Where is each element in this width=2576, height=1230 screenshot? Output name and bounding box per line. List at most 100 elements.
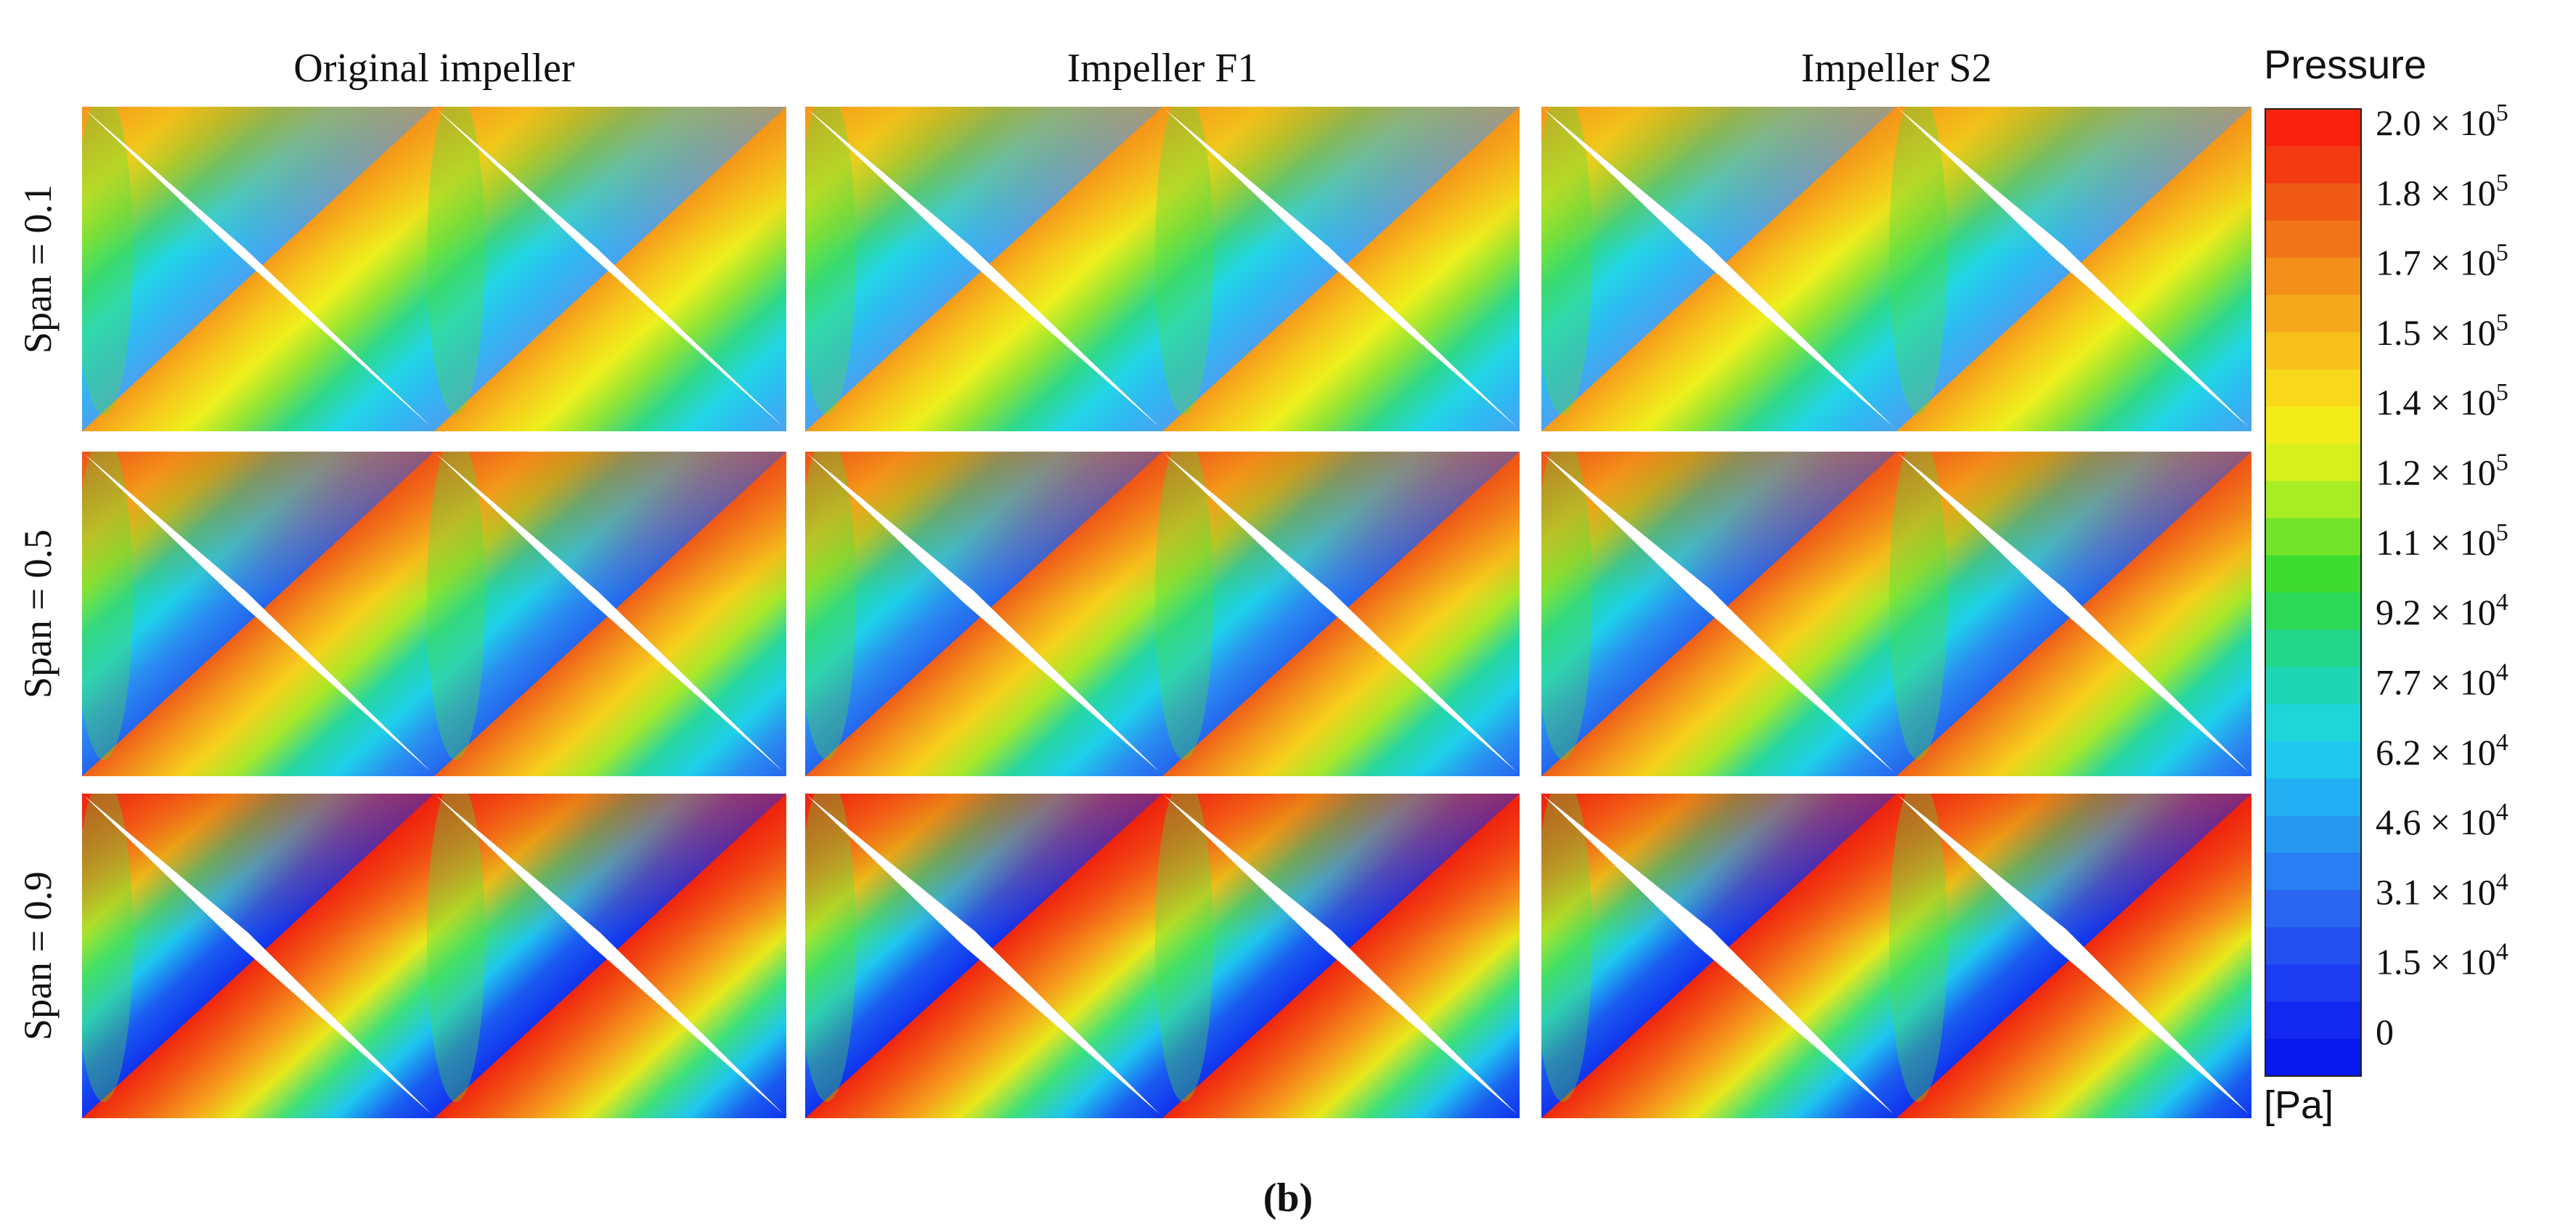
contour-shade	[805, 794, 1520, 1118]
colorbar-tick-label: 4.6 × 104	[2376, 799, 2508, 842]
column-title: Impeller S2	[1801, 46, 1992, 91]
contour-panel	[82, 107, 786, 431]
tick-base: 3.1 × 10	[2376, 871, 2496, 912]
colorbar-tick-label: 9.2 × 104	[2376, 589, 2508, 632]
leading-edge-zone	[82, 107, 133, 415]
leading-edge-zone	[427, 794, 485, 1102]
colorbar-tick-label: 3.1 × 104	[2376, 868, 2508, 912]
blade	[83, 795, 431, 1114]
colorbar-band	[2265, 964, 2361, 1003]
tick-exponent: 5	[2496, 240, 2508, 266]
colorbar-tick-label: 2.0 × 105	[2376, 99, 2508, 143]
colorbar-unit: [Pa]	[2264, 1083, 2334, 1127]
tick-base: 7.7 × 10	[2376, 661, 2496, 702]
tick-base: 1.8 × 10	[2376, 172, 2496, 213]
colorbar-tick-label: 7.7 × 104	[2376, 659, 2508, 702]
blade	[436, 453, 783, 772]
tick-exponent: 4	[2496, 939, 2508, 966]
tick-exponent: 4	[2496, 799, 2508, 826]
blade	[1543, 453, 1894, 772]
blade	[1543, 795, 1894, 1114]
tick-exponent: 5	[2496, 379, 2508, 406]
colorbar-frame	[2265, 108, 2362, 1077]
colorbar-band	[2265, 257, 2361, 296]
leading-edge-zone	[1541, 794, 1592, 1102]
contour-panel	[805, 107, 1520, 431]
colorbar-title: Pressure	[2264, 41, 2426, 87]
contour-shade	[82, 107, 786, 431]
colorbar-band	[2265, 927, 2361, 965]
colorbar-band	[2265, 555, 2361, 593]
contour-panel	[805, 794, 1520, 1118]
contour-panel	[82, 794, 786, 1118]
colorbar-band	[2265, 518, 2361, 556]
leading-edge-zone	[1889, 452, 1947, 760]
contour-shade	[1541, 452, 2251, 776]
row-label: Span = 0.9	[16, 871, 60, 1040]
colorbar-band	[2265, 815, 2361, 854]
colorbar-band	[2265, 592, 2361, 630]
tick-base: 4.6 × 10	[2376, 802, 2496, 842]
contour-shade	[1541, 107, 2251, 431]
colorbar-band	[2265, 667, 2361, 705]
leading-edge-zone	[1155, 794, 1213, 1102]
tick-exponent: 4	[2496, 589, 2508, 616]
contour-panel	[1541, 794, 2251, 1118]
colorbar-tick-label: 1.8 × 105	[2376, 169, 2508, 213]
colorbar-band	[2265, 109, 2361, 147]
contour-shade	[82, 794, 786, 1118]
tick-base: 1.5 × 10	[2376, 312, 2496, 353]
leading-edge-zone	[805, 452, 856, 760]
tick-base: 1.4 × 10	[2376, 382, 2496, 423]
contour-shade	[805, 452, 1520, 776]
contour-shade	[805, 107, 1520, 431]
leading-edge-zone	[1155, 107, 1213, 415]
colorbar-band	[2265, 889, 2361, 928]
tick-base: 6.2 × 10	[2376, 732, 2496, 773]
caption: (b)	[1263, 1176, 1313, 1221]
tick-base: 9.2 × 10	[2376, 592, 2496, 632]
contour-shade	[82, 452, 786, 776]
tick-base: 0	[2376, 1011, 2394, 1052]
colorbar-tick-label: 0	[2376, 1011, 2394, 1052]
colorbar-band	[2265, 778, 2361, 816]
colorbar-band	[2265, 852, 2361, 891]
colorbar-band	[2265, 406, 2361, 444]
tick-exponent: 4	[2496, 729, 2508, 756]
tick-exponent: 5	[2496, 309, 2508, 336]
leading-edge-zone	[805, 794, 856, 1102]
contour-panel	[1541, 452, 2251, 776]
tick-base: 1.5 × 10	[2376, 942, 2496, 982]
leading-edge-zone	[805, 107, 856, 415]
leading-edge-zone	[427, 452, 485, 760]
blade	[1543, 108, 1894, 427]
leading-edge-zone	[1541, 107, 1592, 415]
leading-edge-zone	[1155, 452, 1213, 760]
colorbar-band	[2265, 1038, 2361, 1077]
colorbar-band	[2265, 630, 2361, 668]
blade	[83, 453, 431, 772]
colorbar-band	[2265, 741, 2361, 779]
colorbar-band	[2265, 295, 2361, 333]
blade	[1164, 108, 1517, 427]
tick-exponent: 5	[2496, 449, 2508, 476]
leading-edge-zone	[1889, 107, 1947, 415]
column-title: Original impeller	[293, 46, 575, 91]
leading-edge-zone	[1889, 794, 1947, 1102]
colorbar-tick-label: 1.2 × 105	[2376, 449, 2508, 493]
leading-edge-zone	[427, 107, 485, 415]
blade	[1898, 453, 2249, 772]
tick-base: 1.7 × 10	[2376, 243, 2496, 283]
colorbar-band	[2265, 369, 2361, 407]
blade	[807, 108, 1159, 427]
row-label: Span = 0.5	[16, 529, 60, 699]
colorbar-tick-label: 1.5 × 104	[2376, 939, 2508, 982]
blade	[1898, 108, 2249, 427]
leading-edge-zone	[82, 452, 133, 760]
blade	[807, 795, 1159, 1114]
colorbar-tick-label: 1.4 × 105	[2376, 379, 2508, 423]
colorbar-band	[2265, 444, 2361, 481]
colorbar-band	[2265, 481, 2361, 519]
